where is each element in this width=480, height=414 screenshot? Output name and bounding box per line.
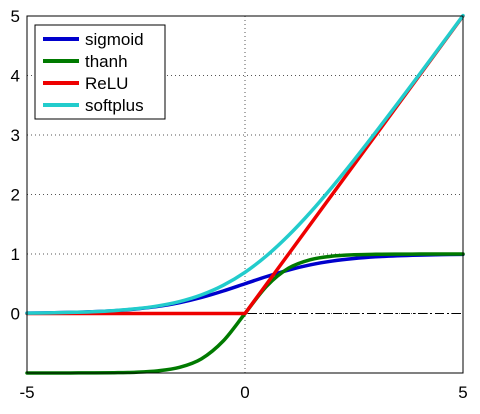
y-tick-label: 2 bbox=[11, 186, 20, 205]
series-lines bbox=[25, 13, 465, 375]
legend-label-thanh: thanh bbox=[85, 52, 128, 71]
legend: sigmoid thanh ReLU softplus bbox=[34, 24, 166, 120]
x-tick-label: -5 bbox=[19, 383, 34, 402]
y-tick-label: 3 bbox=[11, 126, 20, 145]
x-tick-label: 5 bbox=[458, 383, 467, 402]
tick-labels: -5 0 5 0 1 2 3 4 5 bbox=[11, 7, 468, 402]
series-line-softplus bbox=[25, 13, 465, 315]
y-tick-label: 5 bbox=[11, 7, 20, 26]
legend-label-relu: ReLU bbox=[85, 74, 128, 93]
y-tick-label: 0 bbox=[11, 305, 20, 324]
legend-label-softplus: softplus bbox=[85, 96, 144, 115]
y-tick-label: 4 bbox=[11, 67, 20, 86]
plot-frame bbox=[26, 15, 464, 374]
x-tick-label: 0 bbox=[240, 383, 249, 402]
legend-entries: sigmoid thanh ReLU softplus bbox=[43, 30, 144, 115]
y-tick-label: 1 bbox=[11, 245, 20, 264]
legend-label-sigmoid: sigmoid bbox=[85, 30, 144, 49]
